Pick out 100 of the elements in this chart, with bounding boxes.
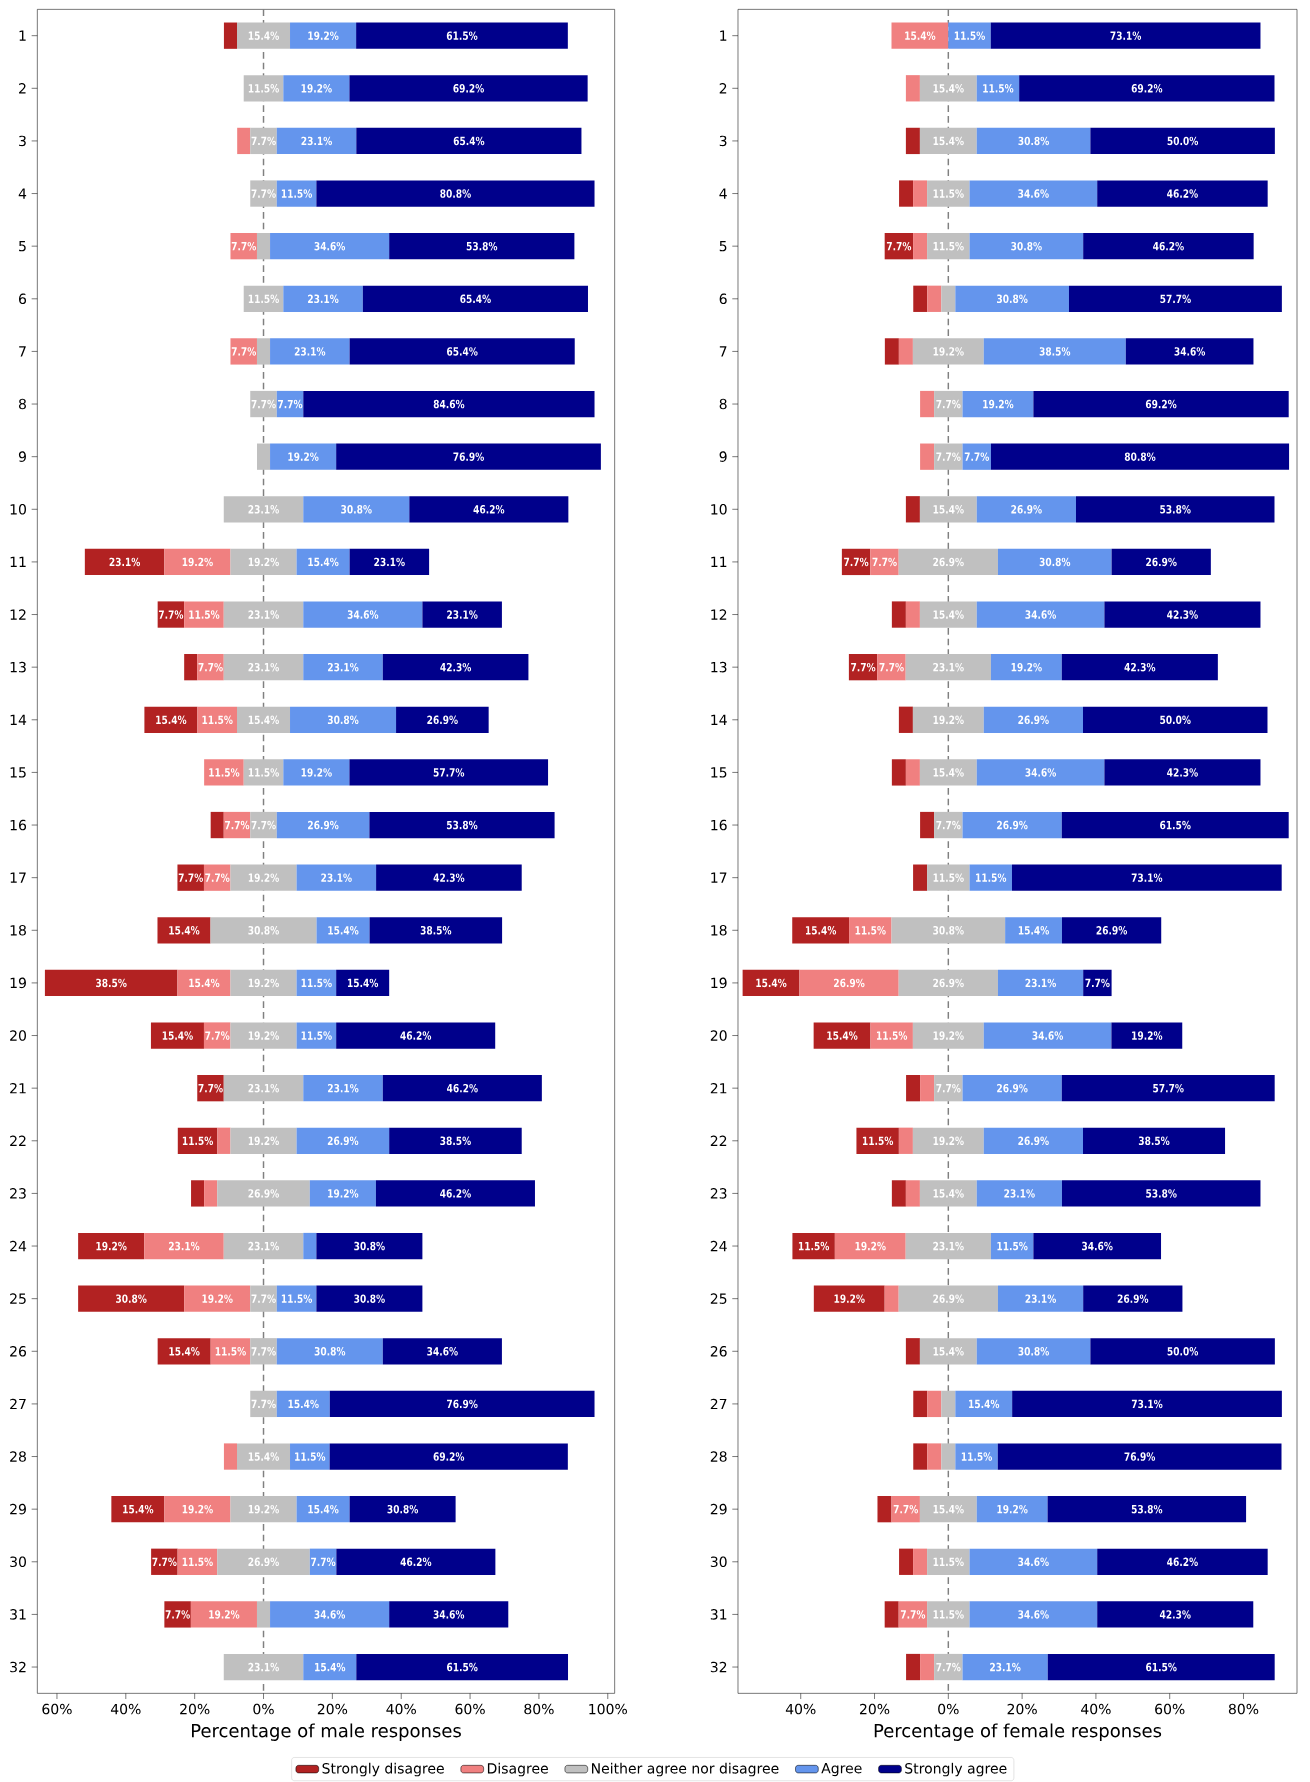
- y-tick-label: 5: [19, 240, 26, 252]
- bar: [969, 1548, 1098, 1575]
- data-label: 65.4%: [446, 347, 478, 356]
- data-label: 26.9%: [1117, 1294, 1149, 1303]
- bar: [934, 443, 963, 470]
- data-label: 19.2%: [983, 399, 1014, 409]
- x-tick-label: 40%: [1081, 1703, 1111, 1715]
- data-label: 19.2%: [997, 1504, 1028, 1514]
- bar: [983, 706, 1083, 733]
- bar: [934, 390, 963, 418]
- data-label: 23.1%: [301, 136, 332, 146]
- bar: [336, 1548, 496, 1575]
- data-label: 73.1%: [1131, 1399, 1163, 1409]
- data-label: 26.9%: [933, 1294, 964, 1303]
- data-label: 34.6%: [1082, 1241, 1113, 1251]
- bar: [934, 811, 963, 839]
- data-label: 15.4%: [248, 1452, 279, 1461]
- data-label: 23.1%: [374, 557, 405, 567]
- data-label: 7.7%: [900, 1610, 926, 1619]
- bar: [1097, 180, 1268, 207]
- bar: [962, 811, 1062, 839]
- bar: [941, 1443, 956, 1470]
- bar: [362, 285, 588, 312]
- bar: [913, 233, 928, 260]
- data-label: 7.7%: [251, 136, 276, 146]
- bar: [336, 969, 390, 997]
- bar: [217, 1127, 231, 1154]
- bar: [316, 1232, 423, 1260]
- bar: [891, 22, 949, 49]
- data-label: 15.4%: [933, 84, 964, 93]
- data-label: 15.4%: [328, 926, 359, 935]
- y-tick-label: 24: [710, 1240, 727, 1252]
- y-tick-label: 23: [710, 1188, 727, 1199]
- data-label: 53.8%: [1160, 505, 1191, 514]
- bar: [1075, 496, 1275, 523]
- data-label: 46.2%: [440, 1189, 471, 1198]
- data-label: 34.6%: [1018, 1610, 1049, 1619]
- bar: [223, 1075, 304, 1102]
- bar: [927, 233, 970, 260]
- bar: [891, 1496, 920, 1523]
- bar: [191, 1180, 205, 1207]
- bar: [197, 654, 224, 681]
- bar: [919, 759, 977, 786]
- bar: [223, 1232, 304, 1260]
- data-label: 34.6%: [1025, 610, 1057, 619]
- bar: [375, 1180, 535, 1207]
- data-label: 30.8%: [997, 294, 1028, 304]
- bar: [927, 864, 970, 891]
- x-axis-title: Percentage of male responses: [192, 1723, 461, 1741]
- data-label: 15.4%: [933, 610, 964, 619]
- data-label: 23.1%: [248, 662, 279, 672]
- data-label: 11.5%: [301, 1031, 332, 1040]
- y-tick-label: 13: [10, 661, 26, 673]
- bar: [250, 1390, 277, 1418]
- bar: [913, 1390, 928, 1418]
- bar: [891, 601, 906, 628]
- data-label: 11.5%: [933, 1557, 964, 1567]
- y-tick-label: 14: [10, 714, 27, 725]
- bar: [369, 917, 503, 944]
- bar: [891, 759, 906, 786]
- x-axis-title: Percentage of female responses: [874, 1723, 1162, 1741]
- bar: [1104, 601, 1261, 628]
- data-label: 19.2%: [855, 1241, 886, 1251]
- bar: [990, 443, 1290, 470]
- y-tick-label: 24: [10, 1240, 27, 1252]
- bar: [356, 22, 568, 49]
- data-label: 80.8%: [440, 189, 471, 198]
- bar: [919, 1496, 977, 1523]
- bar: [276, 127, 357, 155]
- bar: [976, 127, 1091, 155]
- data-label: 30.8%: [354, 1241, 385, 1251]
- bar: [905, 127, 920, 155]
- data-label: 11.5%: [933, 241, 964, 251]
- data-label: 23.1%: [248, 1241, 279, 1251]
- bar: [290, 1443, 330, 1470]
- data-label: 34.6%: [433, 1610, 465, 1619]
- data-label: 57.7%: [1160, 294, 1191, 304]
- bar: [349, 338, 575, 365]
- bar: [243, 759, 284, 786]
- bar: [1012, 1390, 1282, 1418]
- bar: [237, 1443, 291, 1470]
- bar: [217, 1180, 310, 1207]
- data-label: 11.5%: [933, 189, 964, 198]
- y-tick-label: 1: [720, 30, 727, 41]
- bar: [990, 22, 1261, 49]
- bar: [962, 1075, 1062, 1102]
- bar: [283, 759, 350, 786]
- bar: [349, 1496, 456, 1523]
- y-tick-label: 12: [10, 609, 26, 620]
- bar: [296, 1496, 350, 1523]
- data-label: 19.2%: [1132, 1031, 1163, 1040]
- bar: [898, 706, 913, 733]
- bar: [920, 1653, 935, 1681]
- data-label: 7.7%: [936, 399, 961, 409]
- legend-label: Strongly disagree: [322, 1762, 444, 1777]
- y-tick-label: 18: [10, 925, 26, 936]
- data-label: 34.6%: [314, 1610, 346, 1619]
- data-label: 11.5%: [248, 84, 279, 93]
- bar: [1033, 1232, 1162, 1260]
- bar: [270, 338, 350, 365]
